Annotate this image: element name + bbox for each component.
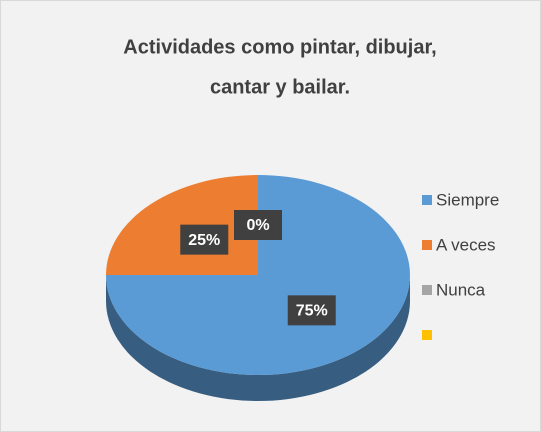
label-box (287, 295, 336, 326)
legend-label: Siempre (436, 190, 499, 209)
value-label: 75% (296, 303, 328, 320)
value-label: 0% (246, 217, 269, 234)
chart-title: Actividades como pintar, dibujar, cantar … (123, 36, 436, 98)
title-line: Actividades como pintar, dibujar, (123, 36, 436, 58)
legend-label: A veces (436, 235, 496, 254)
legend-swatch (422, 330, 432, 340)
title-line: cantar y bailar. (210, 76, 350, 98)
value-label: 25% (188, 232, 220, 249)
legend-swatch (422, 285, 432, 295)
legend-swatch (422, 195, 432, 205)
data-label: 0% (234, 210, 282, 240)
legend-label: Nunca (436, 280, 486, 299)
label-box (234, 210, 282, 240)
data-label: 25% (180, 224, 229, 255)
label-box (180, 224, 229, 255)
legend-swatch (422, 240, 432, 250)
slice-side (106, 275, 410, 401)
data-label: 75% (287, 295, 336, 326)
